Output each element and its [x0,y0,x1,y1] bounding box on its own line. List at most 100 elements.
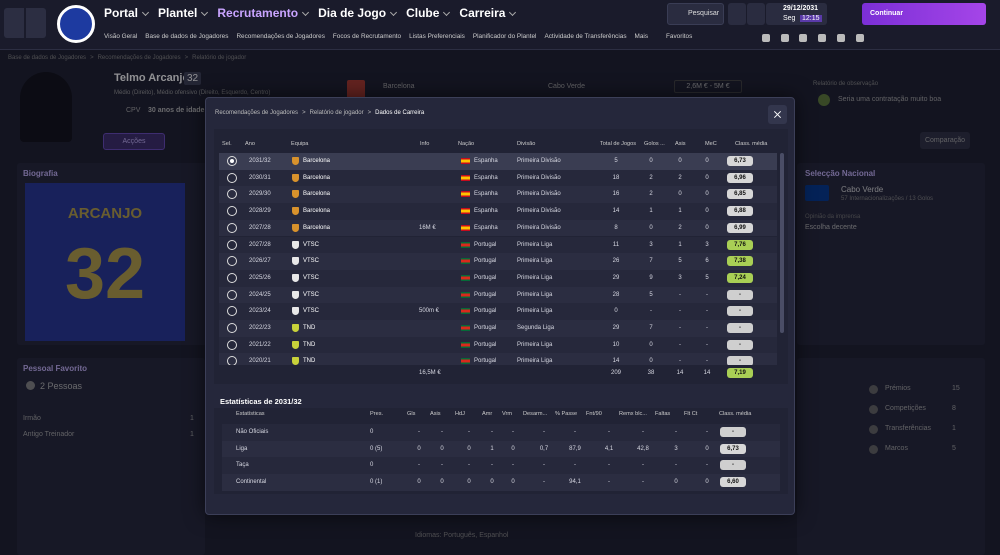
nation[interactable]: Portugal [474,291,497,298]
sub-item[interactable]: Listas Preferenciais [409,33,465,40]
menu-item[interactable]: Dia de Jogo [318,6,398,20]
sub-item[interactable]: Mais [634,33,649,40]
icon-button[interactable] [818,34,826,42]
career-row[interactable]: 2027/28 Barcelona 16M € Espanha Primeira Div… [219,219,777,237]
chevron [390,8,398,17]
compare-button[interactable]: Comparação [920,132,970,149]
radio[interactable] [227,256,237,267]
radio[interactable] [227,289,237,300]
radio[interactable] [227,206,237,217]
radio[interactable] [227,306,237,317]
sub-item[interactable]: Base de dados de Jogadores [145,33,229,40]
tool-button[interactable] [747,3,765,25]
career-row[interactable]: 2025/26 VTSC Portugal Primeira Liga 29 9 3 5 7,2… [219,269,777,287]
continue-button[interactable]: Continuar [862,3,986,25]
icon-button[interactable] [799,34,807,42]
team[interactable]: TND [303,341,316,348]
radio[interactable] [227,323,237,333]
team[interactable]: VTSC [303,241,320,248]
menu-item[interactable]: Recrutamento [217,6,310,20]
menu-item[interactable]: Carreira [459,6,517,20]
actions-button[interactable]: Acções [103,133,165,150]
nation[interactable]: Espanha [474,208,498,215]
back-button[interactable] [4,8,24,38]
division[interactable]: Primeira Divisão [517,224,561,231]
team[interactable]: Barcelona [303,191,331,198]
team[interactable]: VTSC [303,274,320,281]
team[interactable]: Barcelona [303,224,331,231]
team[interactable]: TND [303,325,316,331]
division[interactable]: Primeira Divisão [517,208,561,215]
nation[interactable]: Espanha [474,174,498,181]
sub-item[interactable]: Actividade de Transferências [544,33,627,40]
nation[interactable]: Portugal [474,341,497,348]
radio[interactable] [227,189,237,200]
career-row[interactable]: 2020/21 TND Portugal Primeira Liga 14 0 - - - [219,353,777,365]
menu-item[interactable]: Clube [406,6,451,20]
breadcrumb: Base de dados de Jogadores > Recomendações… [8,55,246,61]
career-row[interactable]: 2024/25 VTSC Portugal Primeira Liga 28 5 - - - [219,286,777,304]
nation[interactable]: Portugal [474,358,497,365]
sub-item[interactable]: Planificador do Plantel [472,33,537,40]
radio[interactable] [227,339,237,350]
division[interactable]: Primeira Liga [517,258,553,265]
menu-item[interactable]: Portal [104,6,150,20]
career-row[interactable]: 2031/32 Barcelona Espanha Primeira Divisão 5… [219,153,777,170]
icon-button[interactable] [762,34,770,42]
career-row[interactable]: 2027/28 VTSC Portugal Primeira Liga 11 3 1 3 7,7… [219,236,777,254]
radio[interactable] [227,356,237,365]
nation[interactable]: Espanha [474,191,498,198]
radio[interactable] [227,222,237,233]
division[interactable]: Primeira Divisão [517,174,561,181]
division[interactable]: Segunda Liga [517,325,555,331]
team[interactable]: Barcelona [303,158,331,164]
search-button[interactable]: Pesquisar [667,3,724,25]
icon-button[interactable] [837,34,845,42]
division[interactable]: Primeira Liga [517,241,553,248]
nation[interactable]: Portugal [474,325,497,331]
division[interactable]: Primeira Liga [517,274,553,281]
radio[interactable] [227,272,237,283]
sub-item[interactable]: Favoritos [666,33,693,40]
sub-item[interactable]: Focos de Recrutamento [332,33,402,40]
nation[interactable]: Portugal [474,308,497,315]
close-button[interactable] [768,105,787,124]
team[interactable]: Barcelona [303,208,331,215]
team[interactable]: TND [303,358,316,365]
team[interactable]: VTSC [303,258,320,265]
icon-button[interactable] [856,34,864,42]
division[interactable]: Primeira Divisão [517,191,561,198]
career-row[interactable]: 2030/31 Barcelona Espanha Primeira Divisão 1… [219,169,777,187]
division[interactable]: Primeira Liga [517,358,553,365]
menu-item[interactable]: Plantel [158,6,209,20]
team[interactable]: Barcelona [303,174,331,181]
nation[interactable]: Portugal [474,241,497,248]
tool-button[interactable] [728,3,746,25]
forward-button[interactable] [26,8,46,38]
division[interactable]: Primeira Liga [517,341,553,348]
team[interactable]: VTSC [303,308,320,315]
radio[interactable] [227,156,237,166]
team[interactable]: VTSC [303,291,320,298]
nation[interactable]: Espanha [474,224,498,231]
career-row[interactable]: 2028/29 Barcelona Espanha Primeira Divisão 1… [219,203,777,220]
sub-item[interactable]: Recomendações de Jogadores [236,33,325,40]
nation[interactable]: Espanha [474,158,498,164]
radio[interactable] [227,239,237,250]
sub-item[interactable]: Visão Geral [104,33,138,40]
career-row[interactable]: 2029/30 Barcelona Espanha Primeira Divisão 1… [219,186,777,204]
division[interactable]: Primeira Liga [517,291,553,298]
icon-button[interactable] [781,34,789,42]
nation[interactable]: Portugal [474,274,497,281]
career-row[interactable]: 2021/22 TND Portugal Primeira Liga 10 0 - - - [219,336,777,354]
career-row[interactable]: 2022/23 TND Portugal Segunda Liga 29 7 - - - [219,320,777,337]
crumb[interactable]: Recomendações de Jogadores [215,110,299,116]
career-row[interactable]: 2023/24 VTSC 500m € Portugal Primeira Liga 0 -… [219,303,777,320]
crumb[interactable]: Relatório de jogador [309,110,364,116]
career-row[interactable]: 2026/27 VTSC Portugal Primeira Liga 26 7 5 6 7,3… [219,253,777,270]
division[interactable]: Primeira Liga [517,308,553,315]
division[interactable]: Primeira Divisão [517,158,561,164]
radio[interactable] [227,172,237,183]
team-badge [292,340,299,349]
nation[interactable]: Portugal [474,258,497,265]
